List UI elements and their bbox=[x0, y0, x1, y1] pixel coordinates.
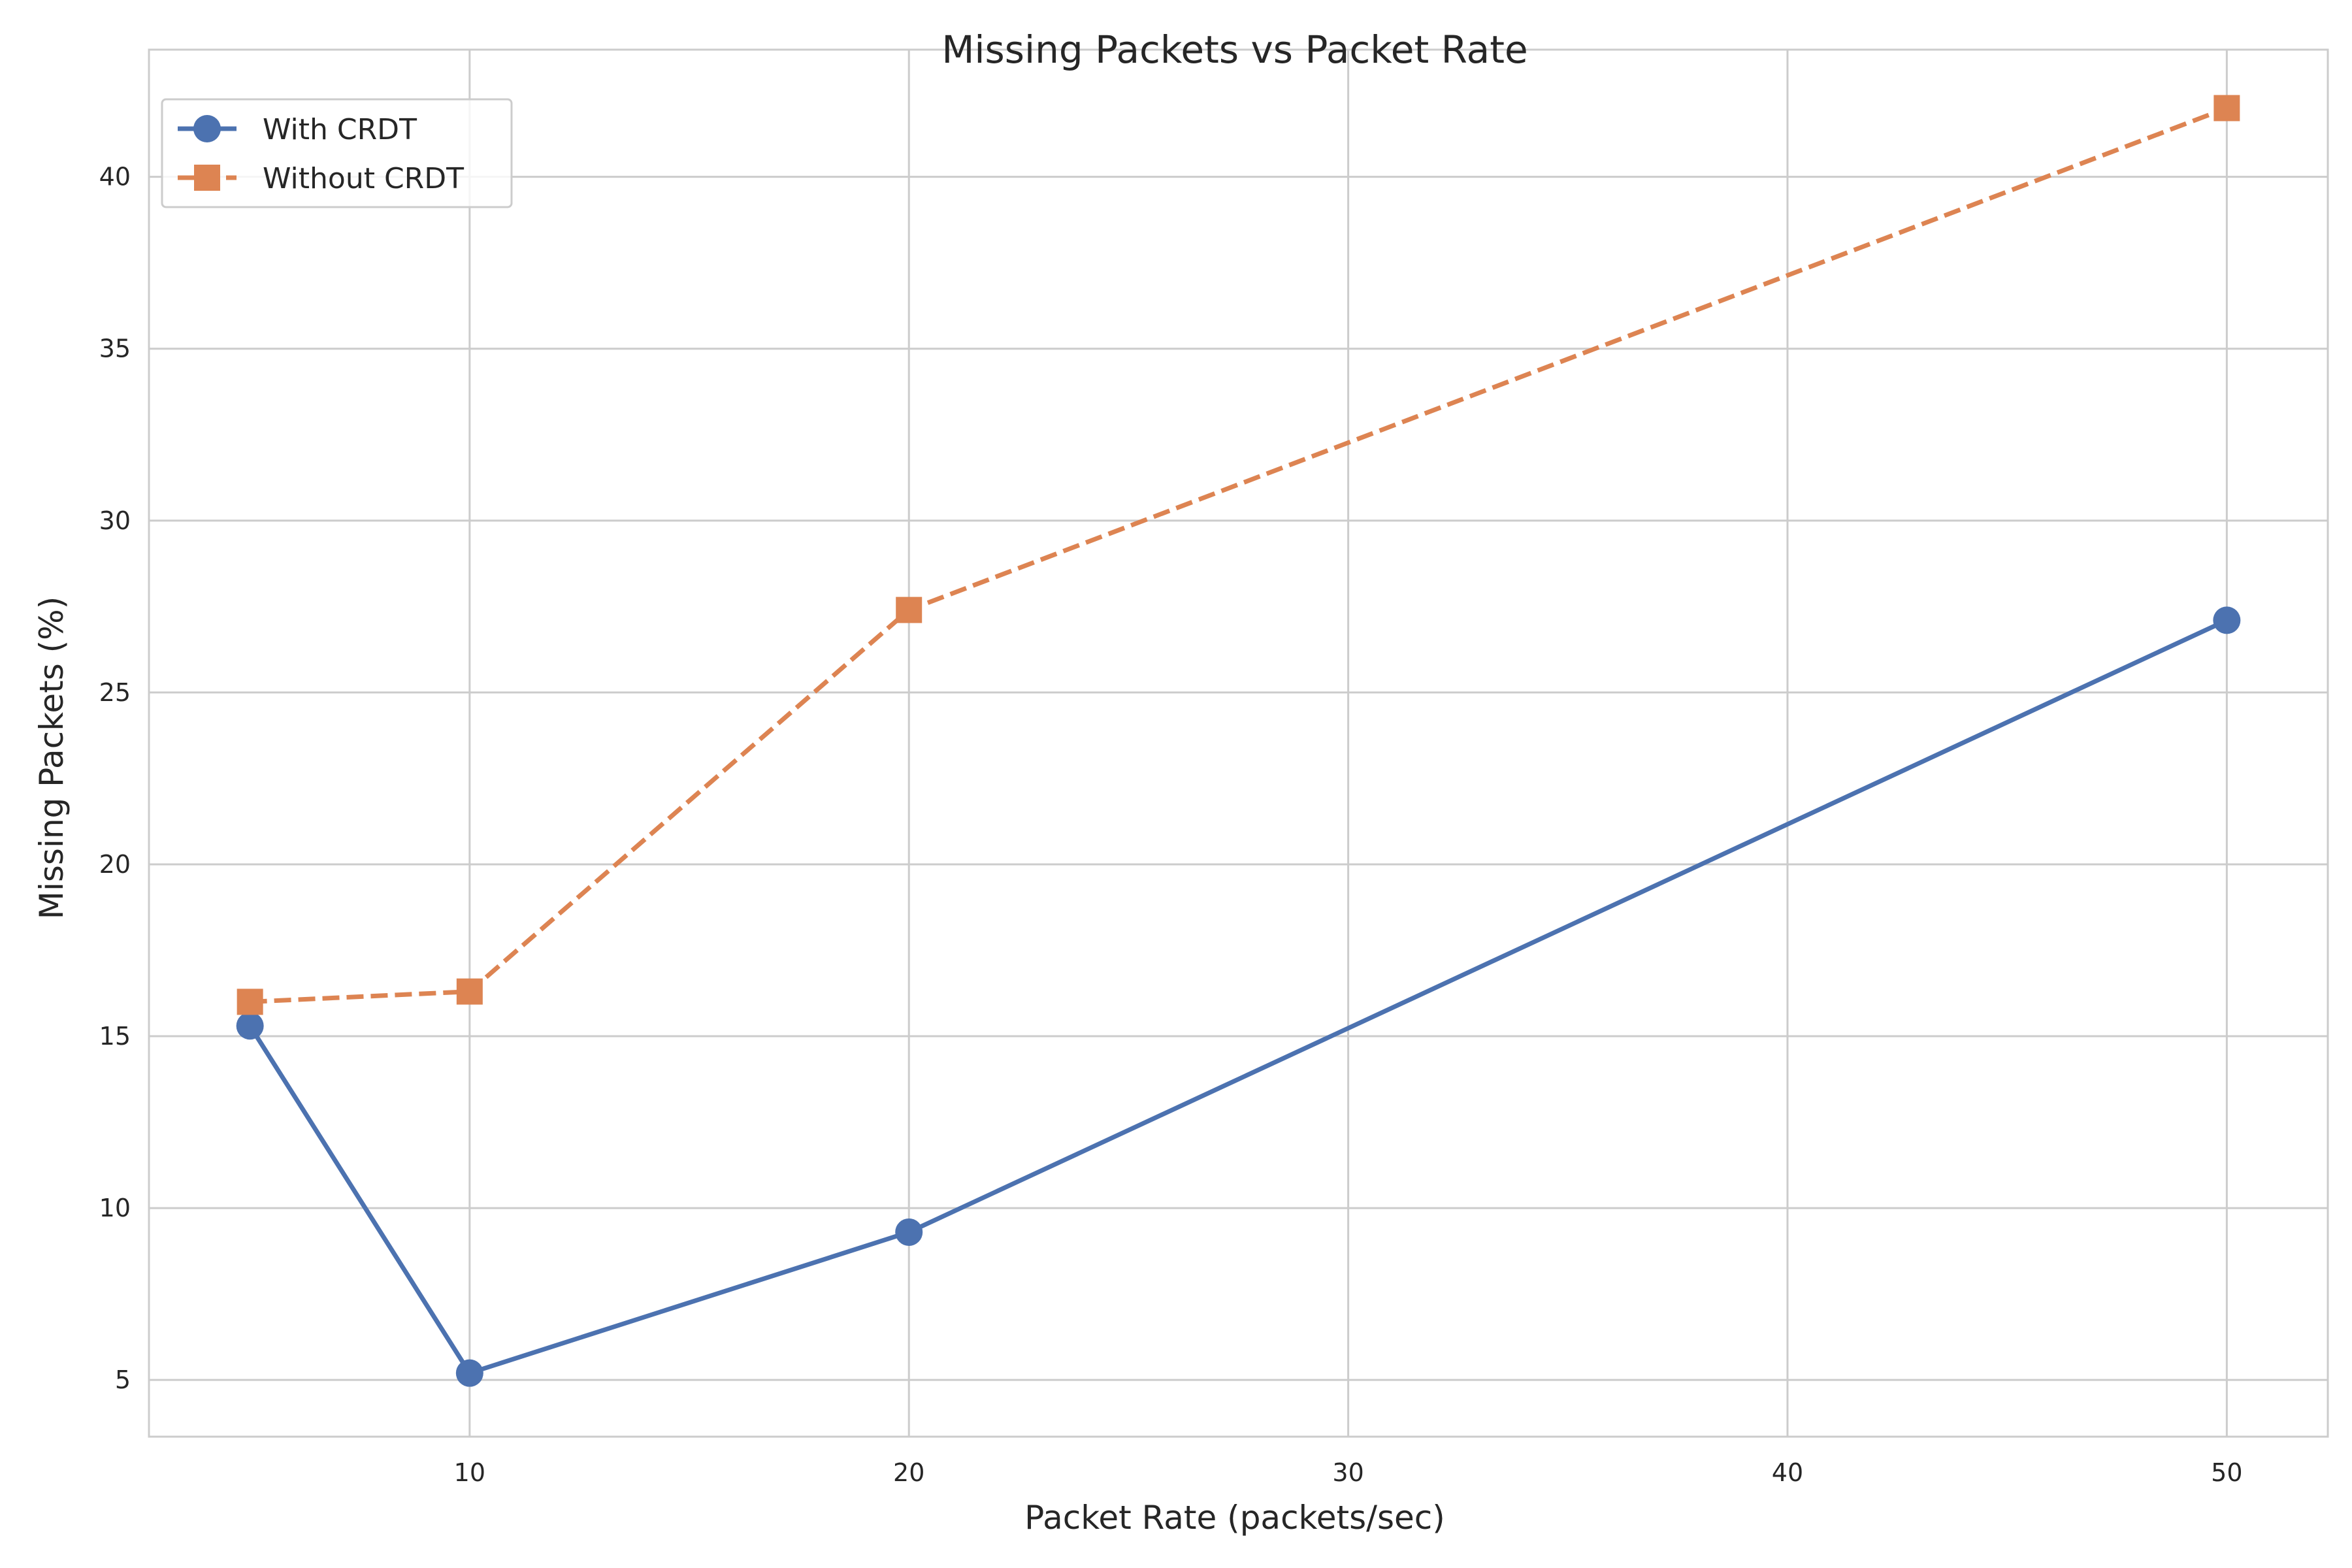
ticks: 10 20 30 40 50 5 10 15 20 25 30 35 40 bbox=[99, 163, 2243, 1487]
x-tick-label: 40 bbox=[1772, 1458, 1803, 1487]
legend: With CRDT Without CRDT bbox=[161, 98, 513, 208]
data-point bbox=[2213, 95, 2240, 122]
data-point bbox=[895, 1218, 923, 1246]
y-tick-label: 40 bbox=[99, 163, 131, 191]
y-tick-label: 15 bbox=[99, 1022, 131, 1051]
series-line bbox=[248, 618, 2228, 1376]
y-tick-label: 30 bbox=[99, 506, 131, 535]
y-tick-label: 20 bbox=[99, 850, 131, 879]
legend-label: Without CRDT bbox=[263, 162, 464, 195]
data-point bbox=[237, 988, 263, 1015]
data-point bbox=[455, 1359, 483, 1387]
x-tick-label: 30 bbox=[1332, 1458, 1364, 1487]
data-point bbox=[2213, 606, 2241, 634]
x-tick-label: 50 bbox=[2211, 1458, 2242, 1487]
data-point bbox=[896, 596, 923, 623]
legend-label: With CRDT bbox=[263, 113, 417, 146]
legend-swatch-marker bbox=[194, 165, 220, 191]
legend-entry: Without CRDT bbox=[178, 162, 464, 195]
grid bbox=[149, 50, 2328, 1437]
x-axis-label: Packet Rate (packets/sec) bbox=[1024, 1499, 1445, 1537]
y-tick-label: 35 bbox=[99, 335, 131, 363]
series-with-crdt bbox=[236, 606, 2241, 1387]
series-line bbox=[250, 106, 2228, 1004]
legend-swatch-marker bbox=[193, 115, 221, 142]
legend-box bbox=[161, 98, 513, 208]
y-tick-label: 5 bbox=[115, 1365, 131, 1394]
series bbox=[236, 95, 2241, 1387]
x-tick-label: 10 bbox=[454, 1458, 485, 1487]
plot-area-frame bbox=[148, 48, 2329, 1438]
x-tick-label: 20 bbox=[893, 1458, 924, 1487]
y-tick-label: 10 bbox=[99, 1194, 131, 1222]
y-axis-label: Missing Packets (%) bbox=[33, 596, 71, 919]
legend-entry: With CRDT bbox=[178, 113, 417, 146]
data-point bbox=[236, 1012, 264, 1040]
series-without-crdt bbox=[237, 95, 2240, 1015]
y-tick-label: 25 bbox=[99, 678, 131, 707]
data-point bbox=[456, 978, 483, 1005]
chart-title: Missing Packets vs Packet Rate bbox=[941, 27, 1527, 72]
